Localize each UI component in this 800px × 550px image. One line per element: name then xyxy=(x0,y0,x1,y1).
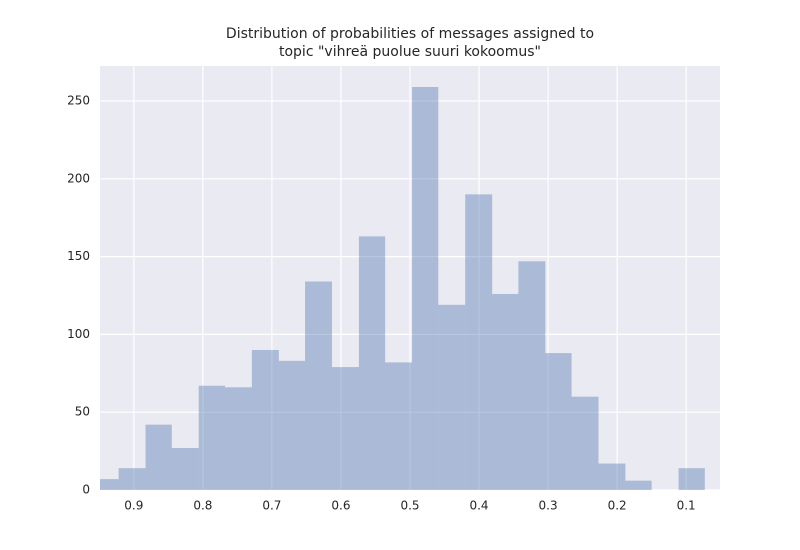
x-tick-label: 0.2 xyxy=(608,499,627,513)
bar xyxy=(385,362,413,490)
y-tick-label: 150 xyxy=(67,249,90,263)
bar xyxy=(412,87,439,490)
x-tick-label: 0.9 xyxy=(124,499,143,513)
bars xyxy=(100,87,705,490)
y-tick-label: 100 xyxy=(67,327,90,341)
chart-title: topic "vihreä puolue suuri kokoomus" xyxy=(279,44,541,60)
bar xyxy=(518,261,546,490)
bar xyxy=(305,281,332,490)
x-tick-label: 0.5 xyxy=(400,499,419,513)
bar xyxy=(331,367,359,490)
bar xyxy=(465,194,493,490)
x-tick-label: 0.7 xyxy=(262,499,281,513)
grid xyxy=(100,66,720,491)
x-tick-label: 0.4 xyxy=(469,499,488,513)
bar xyxy=(145,424,172,490)
chart-title: Distribution of probabilities of message… xyxy=(226,26,594,42)
y-tick-label: 50 xyxy=(75,405,90,419)
bar xyxy=(625,480,652,490)
y-tick-label: 250 xyxy=(67,94,90,108)
x-tick-label: 0.1 xyxy=(677,499,696,513)
bar xyxy=(492,293,519,490)
bar xyxy=(358,236,386,490)
bar xyxy=(438,304,466,490)
bar xyxy=(118,468,146,490)
bar xyxy=(278,360,306,490)
bar xyxy=(198,385,225,490)
x-tick-label: 0.6 xyxy=(331,499,350,513)
bar xyxy=(171,447,199,490)
bar xyxy=(224,387,252,490)
x-tick-label: 0.8 xyxy=(193,499,212,513)
tick-labels: 0 50 100 150 200 250 0.9 0.8 0.7 0.6 0.5 0.4 0.3 0.2 0… xyxy=(67,94,696,513)
bar xyxy=(678,468,705,490)
bar xyxy=(571,396,599,490)
bar xyxy=(598,463,626,490)
y-tick-label: 200 xyxy=(67,171,90,185)
bar xyxy=(100,479,119,490)
x-tick-label: 0.3 xyxy=(539,499,558,513)
bar xyxy=(545,353,572,490)
bar xyxy=(251,349,279,490)
y-tick-label: 0 xyxy=(82,483,90,497)
